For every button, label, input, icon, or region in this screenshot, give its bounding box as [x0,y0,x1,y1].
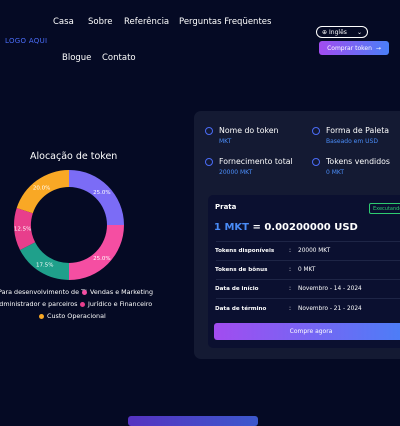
row-value-start: Novembro - 14 - 2024 [298,286,362,292]
buy-now-button[interactable]: Compre agora [214,323,400,340]
row-label-available: Tokens disponíveis [215,248,275,254]
legend-dot [80,301,85,307]
info-label: Tokens vendidos [326,157,390,166]
nav-link-contact[interactable]: Contato [102,53,136,63]
sale-stage: Prata [215,203,237,211]
circle-icon [312,158,320,166]
sale-card [208,195,400,348]
row-colon: : [289,305,292,312]
row-colon: : [289,285,292,292]
allocation-donut-chart: 25.0% 25.0% 17.5% 12.5% 20.0% [14,170,124,280]
nav-link-blog[interactable]: Blogue [62,53,92,63]
info-value: 0 MKT [326,169,345,176]
legend-label: Vendas e Marketing [90,288,154,296]
section-heading-cutoff [128,416,258,426]
legend-label: Jurídico e Financeiro [88,300,153,308]
row-value-bonus: 0 MKT [298,267,316,273]
nav-link-about[interactable]: Sobre [88,17,113,27]
row-value-available: 20000 MKT [298,248,331,254]
chevron-down-icon: ⌄ [356,28,362,36]
language-label: Inglês [329,28,347,36]
legend-label: Custo Operacional [47,312,106,320]
legend-dot [82,289,87,295]
row-value-end: Novembro - 21 - 2024 [298,306,362,312]
row-label-start: Data de início [215,286,259,292]
row-colon: : [289,247,292,254]
legend-dot [39,313,44,319]
buy-token-label: Comprar token [327,44,372,52]
donut-slice [16,170,69,214]
info-value: MKT [219,138,232,145]
circle-icon [205,127,213,135]
legend-item-sales-marketing: Vendas e Marketing [82,288,153,296]
circle-icon [205,158,213,166]
donut-slice [19,242,69,280]
row-label-bonus: Tokens de bônus [215,267,268,273]
nav-link-referral[interactable]: Referência [124,17,170,27]
donut-slice [69,225,124,280]
slice-label: 25.0% [93,256,110,262]
legend-label: Para desenvolvimento de TI [0,288,87,296]
row-colon: : [289,266,292,273]
nav-link-home[interactable]: Casa [53,17,74,27]
token-price: 1 MKT = 0.00200000 USD [214,222,358,233]
info-label: Nome do token [219,126,279,135]
legend-item-it-development: Para desenvolvimento de TI [0,288,87,296]
price-unit: 1 MKT [214,222,249,233]
legend-item-admin-partners: Administrador e parceiros [0,300,78,308]
circle-icon [312,127,320,135]
donut-slice [69,170,124,225]
info-total-supply: Fornecimento total 20000 MKT [205,157,293,176]
allocation-title: Alocação de token [30,151,118,162]
info-tokens-sold: Tokens vendidos 0 MKT [312,157,390,176]
info-value: 20000 MKT [219,169,253,176]
info-token-name: Nome do token MKT [205,126,278,145]
donut-slice [14,208,36,250]
info-palette-form: Forma de Paleta Baseado em USD [312,126,389,145]
row-label-end: Data de término [215,306,267,312]
legend-item-operational-cost: Custo Operacional [39,312,106,320]
language-select[interactable]: ⊕ Inglês ⌄ [316,26,368,38]
slice-label: 12.5% [14,227,31,233]
nav-link-faq[interactable]: Perguntas Freqüentes [179,17,272,27]
status-badge: Executando [369,203,400,214]
globe-icon: ⊕ [322,28,328,36]
arrow-right-icon: → [375,44,381,52]
legend-item-legal-finance: Jurídico e Financeiro [80,300,152,308]
info-label: Forma de Paleta [326,126,390,135]
price-value: = 0.00200000 USD [252,222,358,233]
slice-label: 17.5% [36,263,53,269]
slice-label: 25.0% [93,190,110,196]
slice-label: 20.0% [33,185,50,191]
legend-label: Administrador e parceiros [0,300,78,308]
buy-token-button[interactable]: Comprar token → [319,41,389,55]
info-value: Baseado em USD [326,138,378,145]
logo[interactable]: LOGO AQUI [5,37,48,45]
info-label: Fornecimento total [219,157,293,166]
